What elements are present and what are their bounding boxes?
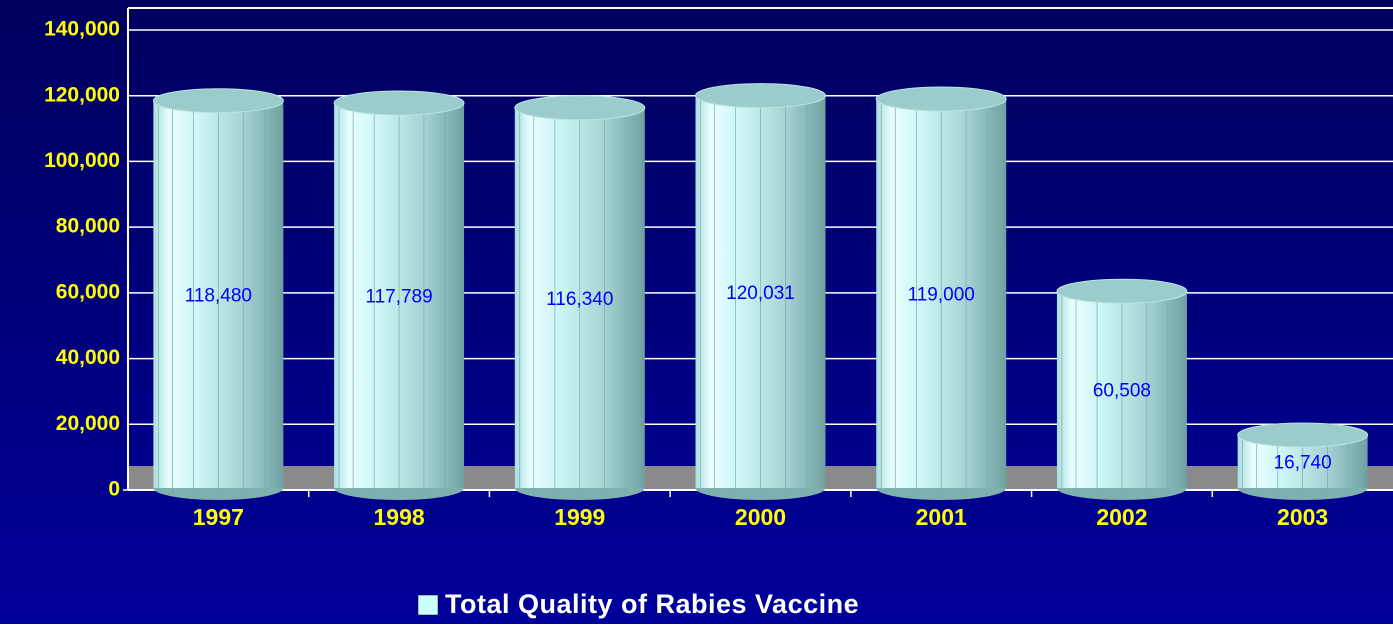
plot: 0 20,000 40,000 60,000 80,000 100,000 120,000 1… bbox=[44, 18, 1393, 530]
y-tick-label: 60,000 bbox=[56, 280, 120, 303]
bar-top bbox=[1237, 422, 1369, 448]
x-tick-label: 1997 bbox=[193, 504, 244, 530]
bar-top bbox=[333, 90, 465, 116]
x-tick-label: 1998 bbox=[373, 504, 424, 530]
x-tick-label: 2003 bbox=[1277, 504, 1328, 530]
y-tick-label: 40,000 bbox=[56, 346, 120, 369]
bar-top bbox=[695, 83, 826, 109]
x-tick-label: 1999 bbox=[554, 504, 605, 530]
x-tick-label: 2001 bbox=[916, 504, 967, 530]
legend-swatch bbox=[417, 594, 439, 616]
y-tick-label: 140,000 bbox=[44, 18, 120, 41]
data-label: 116,340 bbox=[546, 289, 613, 310]
bar-top bbox=[152, 88, 284, 114]
y-tick-label: 120,000 bbox=[44, 83, 120, 106]
bar-top bbox=[875, 86, 1007, 112]
data-label: 120,031 bbox=[726, 283, 795, 304]
y-tick-label: 80,000 bbox=[56, 215, 120, 238]
bar-top bbox=[1056, 278, 1188, 304]
legend-label: Total Quality of Rabies Vaccine bbox=[445, 589, 859, 619]
y-tick-label: 0 bbox=[108, 478, 120, 501]
x-tick-label: 2002 bbox=[1096, 504, 1147, 530]
y-tick-label: 100,000 bbox=[44, 149, 120, 172]
data-label: 16,740 bbox=[1274, 453, 1332, 474]
data-label: 118,480 bbox=[185, 285, 252, 306]
data-label: 117,789 bbox=[365, 287, 432, 308]
data-label: 119,000 bbox=[908, 285, 975, 306]
data-label: 60,508 bbox=[1093, 381, 1151, 402]
y-tick-label: 20,000 bbox=[56, 412, 120, 435]
bar-top bbox=[514, 95, 646, 121]
x-tick-label: 2000 bbox=[735, 504, 786, 530]
